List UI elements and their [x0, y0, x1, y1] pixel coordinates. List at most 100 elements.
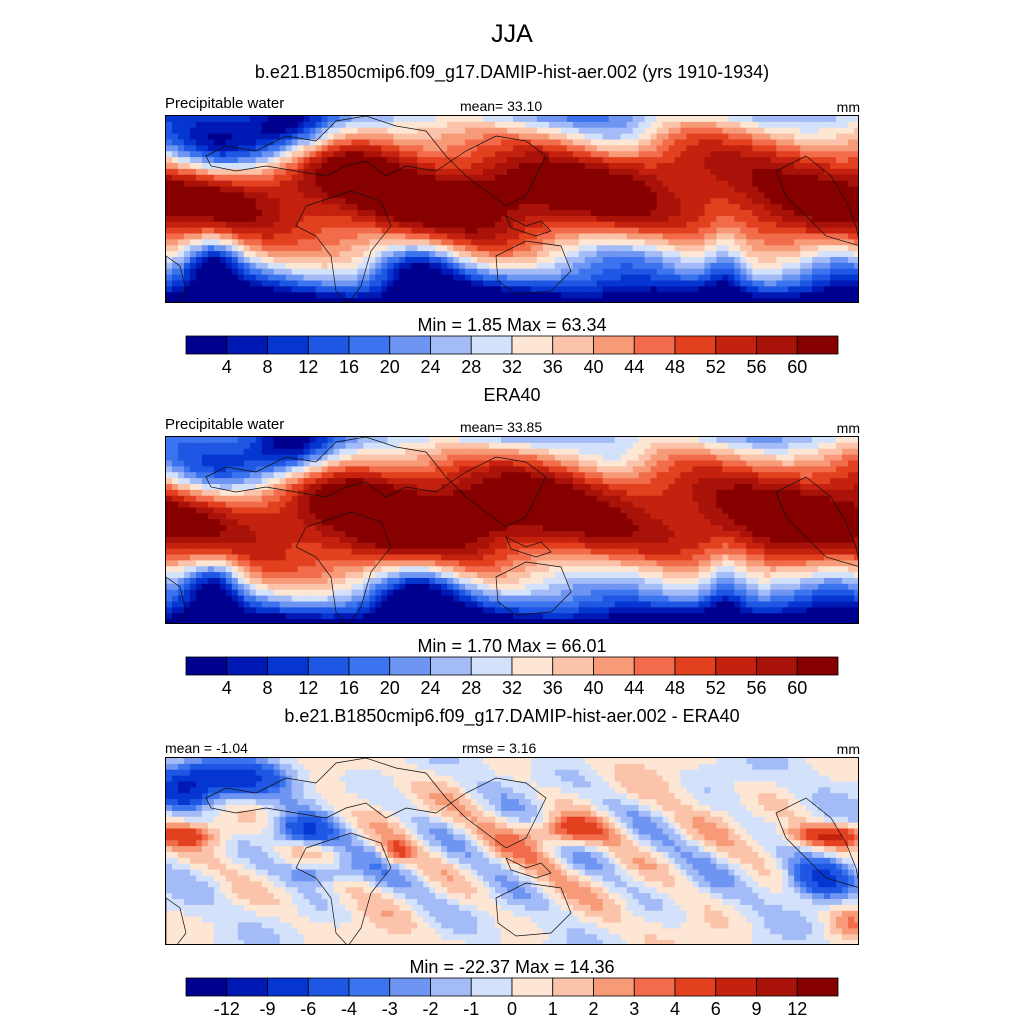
- field-cell: [560, 489, 568, 497]
- field-cell: [854, 127, 858, 135]
- field-cell: [387, 280, 394, 287]
- colorbar-box: [796, 335, 839, 355]
- field-cell: [219, 180, 227, 188]
- field-cell: [716, 133, 723, 141]
- field-cell: [501, 280, 508, 287]
- field-cell: [405, 292, 412, 299]
- field-cell: [375, 442, 382, 450]
- field-cell: [728, 198, 735, 205]
- field-cell: [447, 495, 454, 503]
- field-cell: [459, 274, 466, 282]
- field-cell: [483, 133, 490, 141]
- field-cell: [387, 484, 394, 491]
- field-cell: [201, 268, 209, 276]
- field-cell: [806, 227, 813, 235]
- field-cell: [447, 186, 454, 193]
- field-cell: [255, 180, 263, 188]
- field-cell: [279, 186, 287, 193]
- field-cell: [231, 460, 239, 467]
- field-cell: [620, 489, 628, 497]
- field-cell: [632, 186, 640, 193]
- field-cell: [698, 454, 706, 462]
- field-cell: [626, 274, 634, 282]
- field-cell: [518, 163, 526, 170]
- field-cell: [638, 221, 646, 229]
- field-cell: [177, 251, 185, 258]
- field-cell: [590, 168, 598, 176]
- field-cell: [495, 448, 502, 456]
- field-cell: [237, 198, 245, 205]
- field-cell: [429, 192, 436, 199]
- field-cell: [405, 227, 412, 235]
- field-cell: [548, 192, 556, 199]
- field-cell: [848, 262, 855, 270]
- field-cell: [393, 157, 400, 164]
- colorbar-box: [633, 335, 676, 355]
- field-cell: [387, 286, 394, 293]
- field-cell: [632, 163, 640, 170]
- field-cell: [513, 466, 520, 473]
- field-cell: [177, 151, 185, 158]
- field-cell: [453, 210, 460, 217]
- field-cell: [177, 116, 185, 123]
- field-cell: [255, 192, 263, 199]
- field-cell: [674, 472, 682, 479]
- field-cell: [441, 292, 448, 299]
- field-cell: [590, 257, 598, 264]
- field-cell: [183, 151, 191, 158]
- field-cell: [291, 437, 299, 444]
- field-cell: [650, 198, 658, 205]
- field-cell: [722, 168, 729, 176]
- field-cell: [429, 478, 436, 485]
- field-cell: [423, 460, 430, 467]
- field-cell: [363, 198, 371, 205]
- field-cell: [495, 174, 502, 182]
- field-cell: [554, 437, 562, 444]
- field-cell: [518, 448, 526, 456]
- field-cell: [722, 298, 729, 302]
- field-cell: [566, 227, 574, 235]
- field-cell: [315, 192, 323, 199]
- field-cell: [291, 448, 299, 456]
- field-cell: [207, 204, 215, 211]
- field-cell: [267, 489, 275, 497]
- field-cell: [507, 163, 514, 170]
- field-cell: [590, 174, 598, 182]
- field-cell: [501, 186, 508, 193]
- field-cell: [471, 286, 478, 293]
- field-cell: [351, 274, 359, 282]
- field-cell: [734, 221, 741, 229]
- field-cell: [495, 139, 502, 146]
- field-cell: [824, 489, 831, 497]
- field-cell: [542, 274, 550, 282]
- field-cell: [626, 466, 634, 473]
- field-cell: [507, 437, 514, 444]
- field-cell: [171, 286, 179, 293]
- field-cell: [375, 145, 382, 152]
- field-cell: [560, 221, 568, 229]
- field-cell: [602, 274, 610, 282]
- field-cell: [662, 478, 670, 485]
- field-cell: [758, 442, 765, 450]
- field-cell: [620, 472, 628, 479]
- field-cell: [207, 274, 215, 282]
- field-cell: [201, 257, 209, 264]
- field-cell: [812, 239, 819, 246]
- field-cell: [375, 484, 382, 491]
- field-cell: [578, 116, 586, 123]
- field-cell: [219, 495, 227, 503]
- field-cell: [566, 116, 574, 123]
- field-cell: [626, 292, 634, 299]
- field-cell: [369, 466, 376, 473]
- field-cell: [830, 489, 837, 497]
- field-cell: [387, 478, 394, 485]
- field-cell: [333, 442, 341, 450]
- field-cell: [806, 286, 813, 293]
- field-cell: [518, 116, 526, 123]
- field-cell: [399, 180, 406, 188]
- field-cell: [207, 460, 215, 467]
- field-cell: [590, 286, 598, 293]
- field-cell: [315, 204, 323, 211]
- field-cell: [842, 466, 849, 473]
- field-cell: [680, 210, 688, 217]
